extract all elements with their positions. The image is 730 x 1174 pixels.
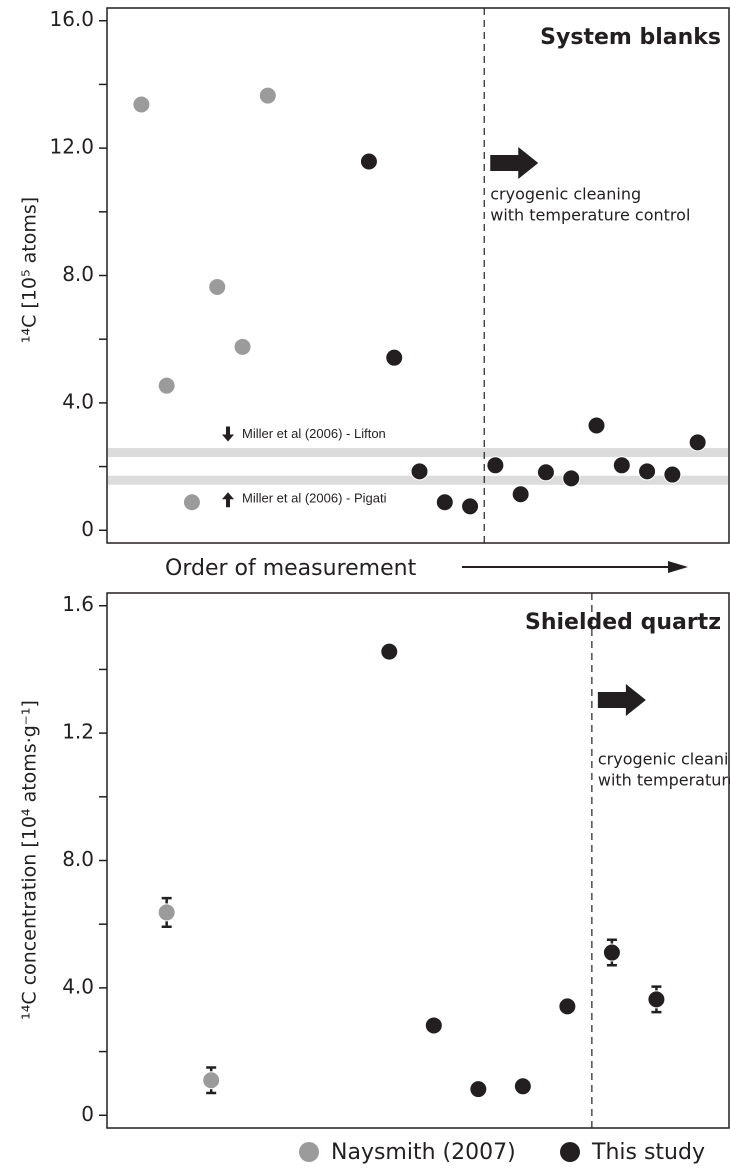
data-point: [157, 376, 176, 395]
data-point: [688, 433, 707, 452]
y-tick-label: 0: [81, 1102, 94, 1126]
annotation-text: with temperature control: [490, 206, 690, 225]
data-point: [647, 990, 666, 1009]
x-axis-arrow-head: [668, 561, 688, 573]
annotation-text: cryogenic cleaning: [598, 750, 730, 769]
data-point: [486, 456, 505, 475]
y-tick-label: 8.0: [62, 847, 94, 871]
y-tick-label: 4.0: [62, 389, 94, 413]
annotation-arrow: [490, 147, 539, 179]
data-point: [233, 337, 252, 356]
y-tick-label: 16.0: [49, 7, 94, 31]
y-tick-label: 0: [81, 517, 94, 541]
legend-label: Naysmith (2007): [331, 1140, 516, 1165]
data-point: [410, 462, 429, 481]
data-point: [132, 95, 151, 114]
reference-label: Miller et al (2006) - Pigati: [242, 491, 387, 506]
data-point: [208, 277, 227, 296]
data-point: [380, 642, 399, 661]
y-tick-label: 8.0: [62, 262, 94, 286]
reference-band: [108, 475, 728, 485]
data-point: [359, 152, 378, 171]
y-tick-label: 1.2: [62, 720, 94, 744]
legend-label: This study: [591, 1140, 705, 1165]
reference-arrow: [222, 426, 234, 442]
y-tick-label: 12.0: [49, 135, 94, 159]
plot-frame: [106, 592, 730, 1129]
chart-title: System blanks: [540, 25, 721, 50]
reference-band: [108, 448, 728, 458]
legend-marker: [299, 1142, 319, 1162]
x-axis-label: Order of measurement: [165, 556, 417, 581]
data-point: [435, 493, 454, 512]
data-point: [562, 469, 581, 488]
data-point: [202, 1071, 221, 1090]
data-point: [157, 903, 176, 922]
data-point: [258, 86, 277, 105]
data-point: [469, 1080, 488, 1099]
data-point: [513, 1077, 532, 1096]
annotation-arrow: [597, 684, 646, 716]
data-point: [638, 462, 657, 481]
y-tick-label: 1.6: [62, 592, 94, 616]
reference-label: Miller et al (2006) - Lifton: [242, 426, 386, 441]
chart-title: Shielded quartz: [525, 610, 721, 635]
data-point: [558, 997, 577, 1016]
data-point: [511, 485, 530, 504]
annotation-text: with temperature control: [598, 771, 730, 790]
y-axis-label: ¹⁴C [10⁵ atoms]: [19, 197, 41, 343]
data-point: [663, 465, 682, 484]
data-point: [385, 348, 404, 367]
data-point: [587, 416, 606, 435]
y-tick-label: 4.0: [62, 974, 94, 998]
y-axis-label: ¹⁴C concentration [10⁴ atoms·g⁻¹]: [19, 700, 41, 1020]
data-point: [536, 463, 555, 482]
data-point: [461, 497, 480, 516]
data-point: [424, 1016, 443, 1035]
reference-arrow: [222, 492, 234, 508]
data-point: [602, 943, 621, 962]
data-point: [612, 456, 631, 475]
legend-marker: [560, 1142, 580, 1162]
annotation-text: cryogenic cleaning: [490, 185, 641, 204]
data-point: [182, 493, 201, 512]
